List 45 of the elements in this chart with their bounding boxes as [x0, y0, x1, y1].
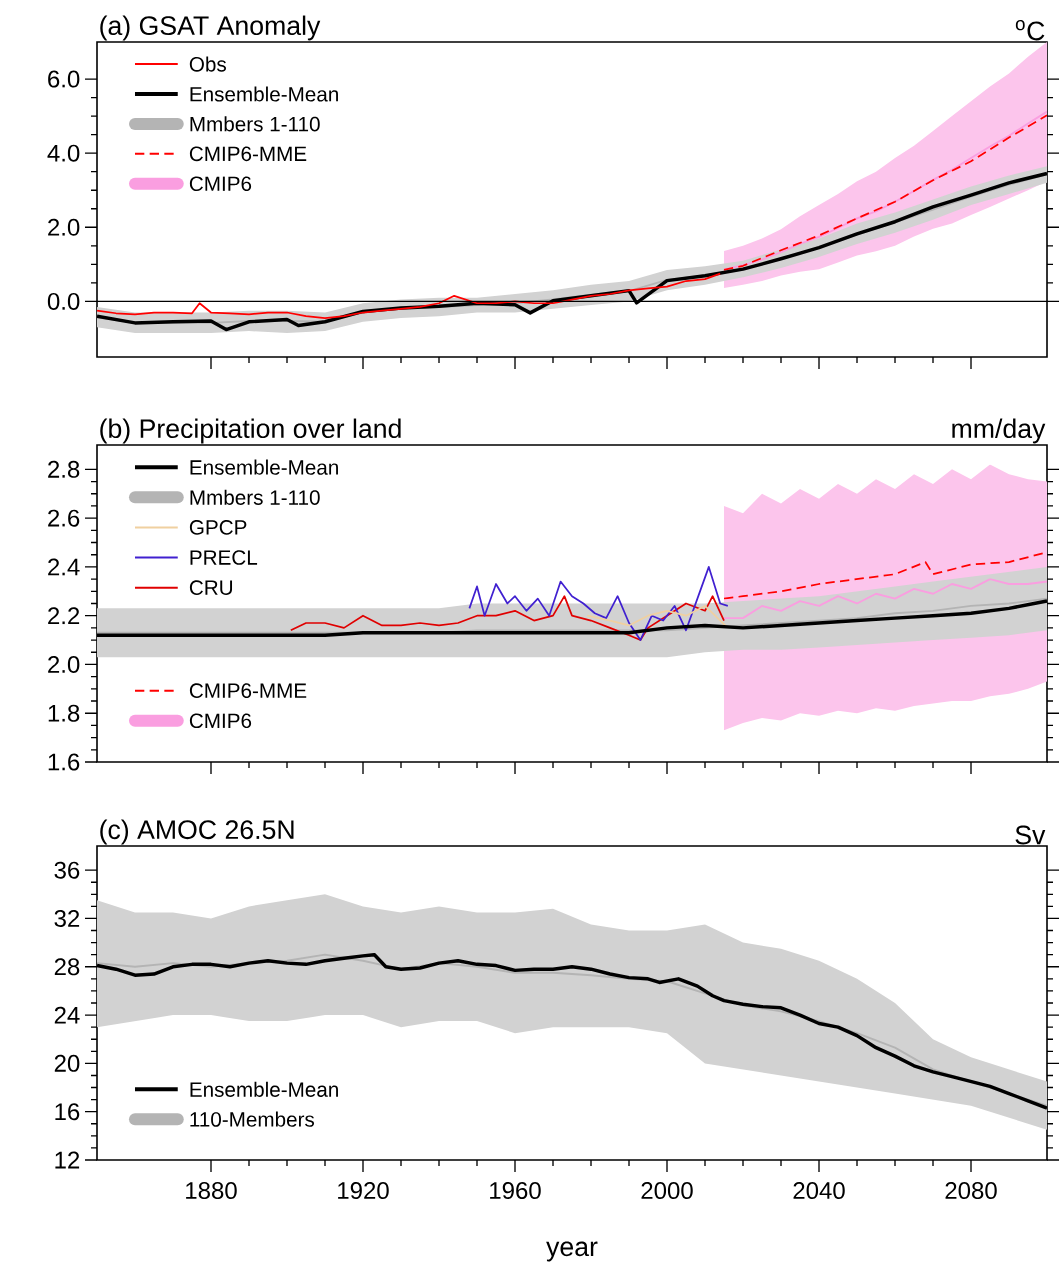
x-tick-label: 2040	[793, 1182, 845, 1200]
legend-label: Ensemble-Mean	[190, 86, 338, 102]
legend-label: Obs	[189, 56, 226, 72]
y-tick-label: 2.2	[48, 607, 80, 625]
y-tick-label: 2.8	[48, 460, 80, 478]
y-axis-title: mm/day	[952, 418, 1046, 444]
legend-label: Mmbers 1-110	[190, 116, 320, 132]
legend-label: CMIP6	[189, 713, 252, 729]
y-tick-label: 12	[55, 1151, 80, 1169]
chart-title: (b) Precipitation over land	[100, 418, 401, 444]
y-tick-label: 2.6	[48, 509, 80, 527]
y-tick-label: 2.0	[48, 218, 80, 236]
y-tick-label: 32	[54, 909, 80, 927]
x-tick-label: 2080	[945, 1182, 997, 1200]
legend-label: Ensemble-Mean	[190, 459, 338, 475]
y-tick-label: 28	[54, 958, 80, 976]
chart-title: (a) GSAT Anomaly	[100, 15, 321, 41]
y-tick-label: 6.0	[48, 70, 80, 88]
legend-label: GPCP	[189, 520, 247, 535]
y-tick-label: 2.0	[48, 655, 80, 673]
legend-label: PRECL	[190, 550, 258, 565]
x-tick-label: 2000	[641, 1182, 693, 1200]
x-tick-label: 1960	[490, 1182, 541, 1200]
y-tick-label: 1.8	[48, 704, 80, 722]
y-tick-label: 1.6	[48, 753, 80, 771]
legend-label: CMIP6-MME	[189, 683, 307, 698]
y-tick-label: 24	[54, 1006, 80, 1024]
x-axis-title: year	[546, 1241, 598, 1262]
legend-label: CMIP6-MME	[189, 146, 307, 162]
legend-label: CRU	[189, 580, 233, 595]
y-tick-label: 36	[54, 861, 80, 879]
x-tick-label: 1920	[338, 1182, 389, 1200]
legend-label: Ensemble-Mean	[190, 1081, 338, 1097]
x-tick-label: 1880	[186, 1182, 237, 1200]
legend-label: 110-Members	[190, 1111, 315, 1127]
y-tick-label: 0.0	[47, 292, 80, 310]
y-tick-label: 4.0	[47, 144, 80, 162]
y-tick-label: 16	[55, 1103, 80, 1121]
y-axis-title: $^{o}$C	[1015, 20, 1045, 41]
y-axis-title: Sv	[1015, 825, 1046, 845]
y-tick-label: 2.4	[48, 558, 80, 576]
legend-label: CMIP6	[189, 176, 252, 192]
y-tick-label: 20	[54, 1054, 80, 1072]
legend-label: Mmbers 1-110	[190, 489, 320, 505]
chart-title: (c) AMOC 26.5N	[100, 819, 294, 845]
